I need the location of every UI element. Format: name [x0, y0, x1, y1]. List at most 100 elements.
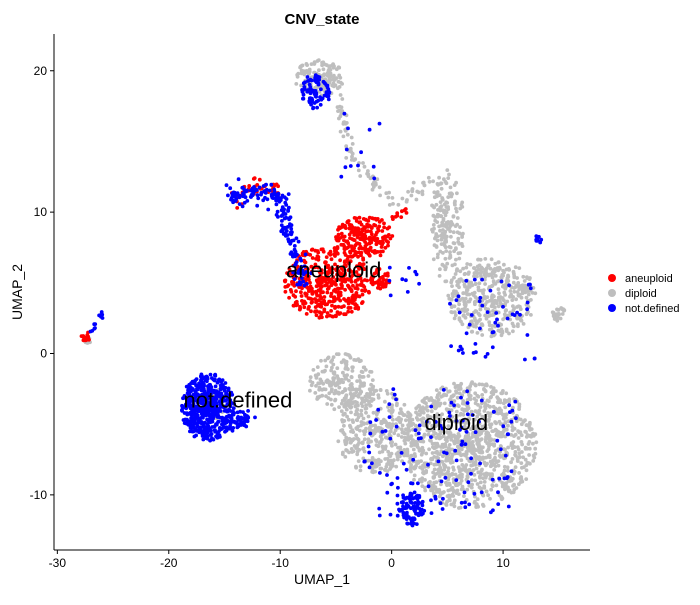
data-point-diploid [498, 301, 503, 305]
data-point-diploid [457, 391, 462, 396]
data-point-not-defined [371, 164, 376, 169]
y-tick-label: 10 [34, 205, 48, 219]
x-tick-label: -10 [272, 556, 290, 570]
data-point-diploid [460, 200, 465, 205]
data-point-aneuploid [304, 312, 309, 316]
data-point-aneuploid [322, 295, 327, 299]
data-point-aneuploid [276, 184, 280, 189]
data-point-diploid [317, 68, 321, 73]
data-point-not-defined [200, 414, 205, 419]
data-point-diploid [472, 473, 477, 477]
data-point-diploid [429, 439, 433, 443]
data-point-diploid [337, 73, 342, 78]
data-point-diploid [351, 387, 356, 392]
data-point-diploid [337, 85, 342, 89]
data-point-diploid [490, 270, 495, 275]
data-point-not-defined [370, 461, 374, 466]
data-point-not-defined [230, 194, 235, 199]
data-point-diploid [476, 437, 481, 442]
data-point-diploid [459, 478, 464, 483]
data-point-diploid [349, 375, 354, 380]
data-point-diploid [342, 432, 347, 437]
data-point-diploid [446, 488, 451, 493]
data-point-aneuploid [333, 249, 337, 253]
data-point-aneuploid [290, 280, 294, 284]
data-point-not-defined [448, 301, 452, 306]
data-point-diploid [295, 73, 300, 77]
cluster-label: diploid [424, 410, 488, 435]
data-point-not-defined [399, 451, 404, 455]
data-point-not-defined [401, 493, 405, 498]
data-point-aneuploid [369, 238, 374, 243]
data-point-not-defined [388, 436, 393, 441]
data-point-diploid [432, 190, 437, 195]
data-point-diploid [475, 414, 480, 419]
data-point-not-defined [416, 481, 420, 486]
data-point-aneuploid [381, 235, 386, 240]
data-point-aneuploid [364, 250, 369, 255]
data-point-diploid [341, 380, 345, 385]
data-point-aneuploid [333, 304, 338, 309]
data-point-diploid [423, 488, 428, 493]
data-point-diploid [341, 450, 345, 455]
data-point-diploid [384, 389, 389, 393]
data-point-diploid [484, 462, 489, 467]
data-point-diploid [446, 389, 451, 394]
data-point-diploid [308, 375, 313, 380]
data-point-diploid [486, 447, 491, 452]
data-point-diploid [483, 257, 488, 261]
data-point-aneuploid [378, 253, 383, 258]
data-point-diploid [425, 404, 429, 409]
data-point-diploid [378, 434, 383, 439]
data-point-not-defined [473, 342, 478, 346]
data-point-not-defined [286, 239, 291, 244]
data-point-aneuploid [338, 293, 343, 298]
data-point-diploid [502, 456, 506, 461]
data-point-diploid [341, 389, 345, 394]
data-point-not-defined [239, 417, 244, 421]
data-point-aneuploid [366, 223, 371, 228]
data-point-diploid [509, 433, 514, 437]
data-point-diploid [443, 239, 448, 244]
data-point-not-defined [400, 500, 405, 504]
data-point-diploid [459, 447, 464, 452]
data-point-diploid [532, 455, 537, 460]
data-point-not-defined [525, 307, 529, 312]
data-point-aneuploid [312, 265, 317, 270]
data-point-diploid [512, 274, 517, 278]
data-point-diploid [340, 109, 345, 113]
data-point-diploid [464, 435, 469, 439]
data-point-not-defined [261, 184, 266, 188]
data-point-diploid [447, 245, 452, 249]
data-point-aneuploid [310, 247, 315, 252]
data-point-diploid [483, 313, 487, 318]
data-point-diploid [440, 262, 445, 267]
data-point-diploid [475, 264, 480, 269]
data-point-diploid [465, 475, 470, 480]
data-point-diploid [461, 266, 465, 271]
data-point-diploid [439, 394, 444, 399]
data-point-diploid [487, 327, 492, 332]
data-point-diploid [496, 463, 501, 468]
data-point-diploid [331, 355, 336, 359]
data-point-diploid [345, 373, 349, 377]
data-point-diploid [439, 468, 444, 473]
data-point-diploid [491, 386, 496, 391]
data-point-diploid [350, 418, 355, 423]
data-point-not-defined [514, 416, 518, 421]
data-point-diploid [364, 403, 368, 408]
data-point-diploid [369, 370, 374, 374]
data-point-aneuploid [372, 249, 377, 253]
data-point-diploid [409, 463, 413, 467]
data-point-diploid [521, 274, 526, 279]
data-point-diploid [444, 503, 449, 507]
data-point-not-defined [409, 481, 413, 486]
data-point-not-defined [374, 418, 378, 422]
data-point-diploid [336, 390, 341, 395]
data-point-diploid [512, 289, 517, 294]
data-point-diploid [526, 292, 531, 297]
data-point-diploid [325, 71, 330, 76]
data-point-diploid [398, 407, 403, 412]
data-point-diploid [375, 177, 380, 182]
data-point-diploid [503, 400, 508, 404]
